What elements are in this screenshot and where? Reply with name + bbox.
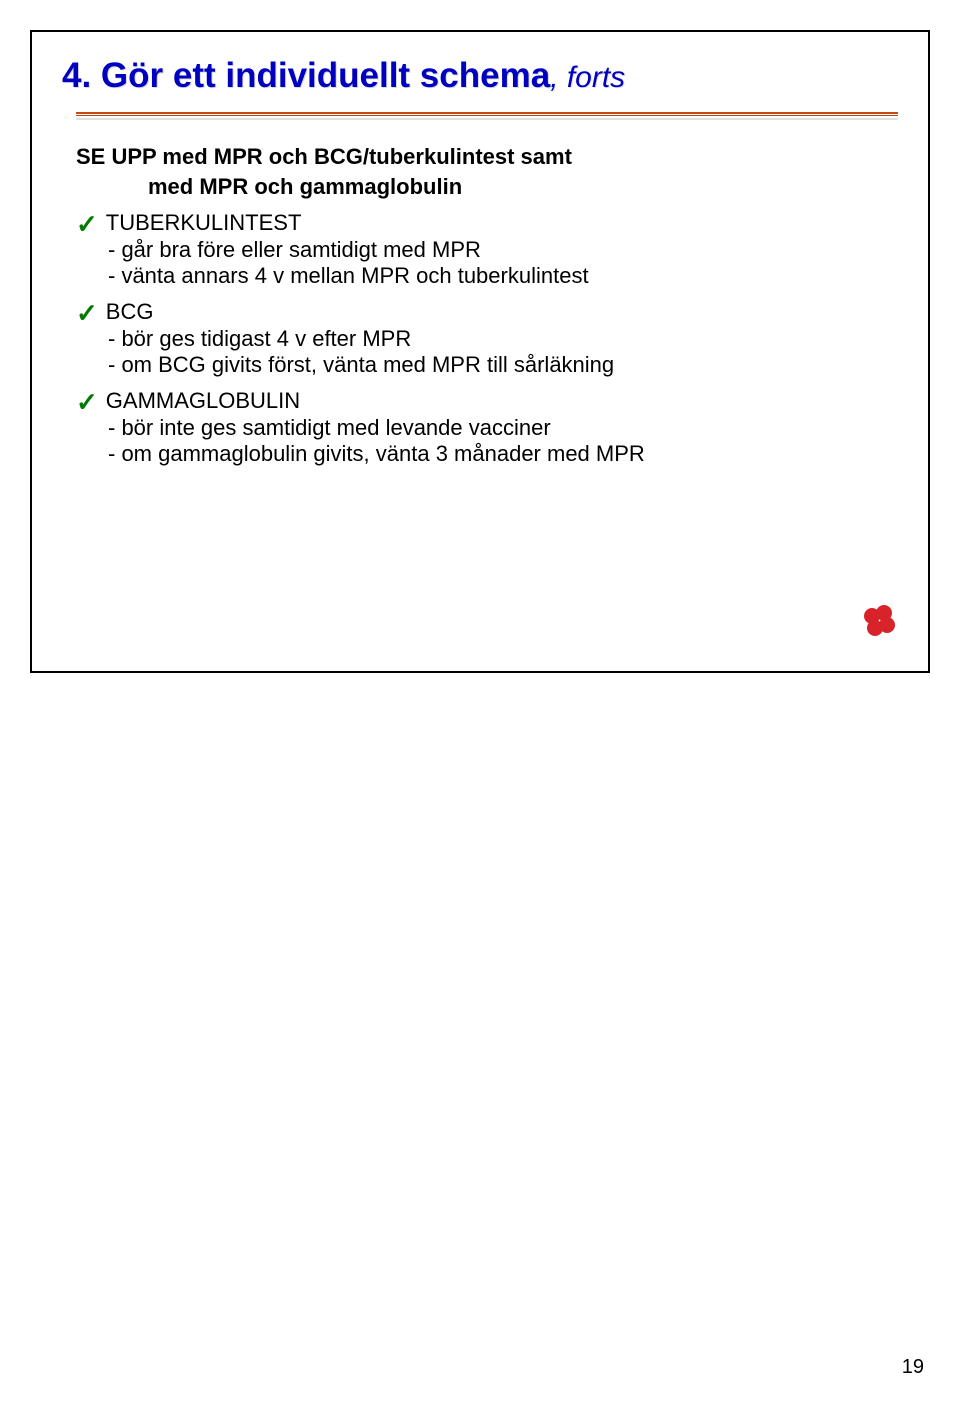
section-tuberkulintest: ✓ TUBERKULINTEST - går bra före eller sa… — [76, 210, 898, 289]
page: 4. Gör ett individuellt schema, forts SE… — [0, 0, 960, 1401]
page-number: 19 — [902, 1356, 924, 1379]
slide-title: 4. Gör ett individuellt schema, forts — [62, 56, 898, 96]
section-sub: - vänta annars 4 v mellan MPR och tuberk… — [108, 263, 898, 289]
slide-frame: 4. Gör ett individuellt schema, forts SE… — [30, 30, 930, 673]
headline-line2: med MPR och gammaglobulin — [148, 174, 898, 200]
section-sub: - om BCG givits först, vänta med MPR til… — [108, 352, 898, 378]
title-sub: , forts — [550, 61, 625, 94]
section-title: TUBERKULINTEST — [106, 210, 302, 236]
logo-icon — [858, 601, 900, 643]
title-main: 4. Gör ett individuellt schema — [62, 56, 550, 95]
section-sub: - bör inte ges samtidigt med levande vac… — [108, 415, 898, 441]
slide-body: SE UPP med MPR och BCG/tuberkulintest sa… — [76, 144, 898, 467]
section-sub: - bör ges tidigast 4 v efter MPR — [108, 326, 898, 352]
title-divider — [76, 112, 898, 118]
section-title: GAMMAGLOBULIN — [106, 388, 300, 414]
check-icon: ✓ — [76, 389, 98, 415]
check-icon: ✓ — [76, 211, 98, 237]
section-sub: - om gammaglobulin givits, vänta 3 månad… — [108, 441, 898, 467]
section-title: BCG — [106, 299, 154, 325]
section-gammaglobulin: ✓ GAMMAGLOBULIN - bör inte ges samtidigt… — [76, 388, 898, 467]
section-sub: - går bra före eller samtidigt med MPR — [108, 237, 898, 263]
section-bcg: ✓ BCG - bör ges tidigast 4 v efter MPR -… — [76, 299, 898, 378]
headline-line1: SE UPP med MPR och BCG/tuberkulintest sa… — [76, 144, 898, 170]
check-icon: ✓ — [76, 300, 98, 326]
